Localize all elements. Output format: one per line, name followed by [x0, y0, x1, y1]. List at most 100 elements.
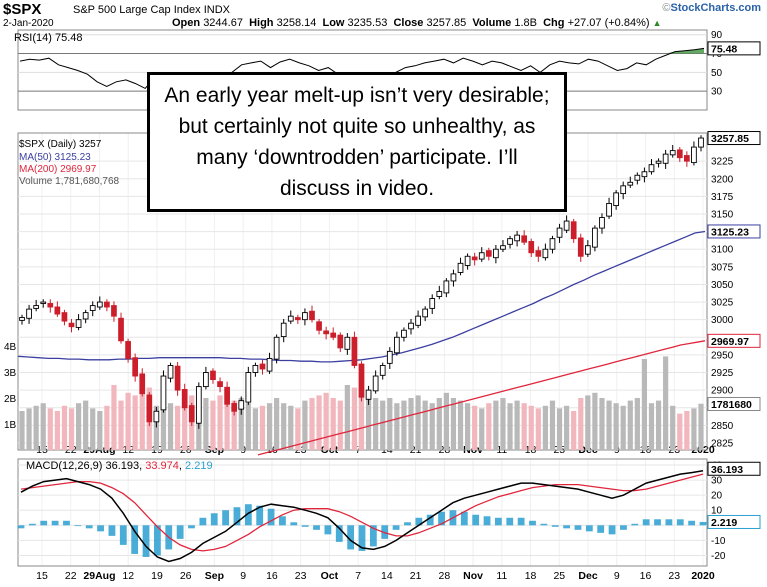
- candle-body: [231, 403, 238, 412]
- candle-body: [443, 280, 450, 294]
- candle-body: [641, 171, 648, 178]
- macd-histogram-bar: [154, 525, 161, 556]
- candle-body: [514, 234, 520, 242]
- annotation-text: An early year melt-up isn’t very desirab…: [164, 84, 550, 200]
- volume-bar: [592, 392, 598, 450]
- candle-body: [47, 303, 54, 308]
- candle-body: [309, 310, 315, 321]
- macd-histogram-bar: [335, 525, 343, 542]
- macd-histogram-bar: [131, 525, 139, 554]
- candle-body: [68, 322, 75, 328]
- volume-bar: [521, 403, 527, 450]
- candle-body: [542, 248, 549, 259]
- macd-histogram-bar: [404, 522, 411, 526]
- symbol: $SPX: [3, 1, 42, 18]
- candle-body: [500, 245, 506, 250]
- candle-body: [132, 357, 139, 377]
- macd-histogram-bar: [108, 525, 116, 536]
- x-tick-label: 18: [525, 570, 537, 582]
- volume-bar: [648, 403, 655, 450]
- high-label: High: [249, 17, 274, 29]
- volume-bar: [281, 403, 287, 450]
- macd-histogram-bar: [688, 520, 696, 526]
- volume-bar: [500, 398, 506, 450]
- macd-histogram-bar: [620, 525, 627, 530]
- macd-histogram-bar: [392, 525, 400, 530]
- macd-histogram-bar: [472, 514, 480, 526]
- candle-body: [203, 372, 209, 388]
- candle-body: [401, 329, 407, 338]
- volume-bar: [571, 411, 577, 450]
- price-tick-label: 3150: [711, 210, 734, 221]
- macd-histogram-bar: [51, 520, 59, 526]
- price-tick-label: 3000: [711, 315, 734, 326]
- volume-bar: [97, 411, 103, 450]
- volume-tick-label: 4B: [4, 342, 17, 353]
- price-legend: $SPX (Daily) 3257: [19, 139, 102, 150]
- volume-bar: [210, 400, 216, 450]
- candle-body: [549, 238, 556, 250]
- candle-body: [61, 312, 68, 322]
- volume-bar: [238, 398, 244, 450]
- macd-histogram-bar: [415, 517, 423, 526]
- candle-body: [266, 357, 273, 372]
- candle-body: [167, 365, 174, 379]
- volume-bar: [429, 403, 435, 450]
- candle-body: [358, 363, 365, 398]
- macd-legend-name: MACD(12,26,9): [26, 460, 103, 472]
- volume-bar: [691, 408, 697, 450]
- macd-histogram-bar: [517, 517, 525, 526]
- volume-bar: [217, 395, 223, 450]
- volume-bar: [139, 382, 145, 450]
- rsi-tick-label: 50: [711, 68, 723, 79]
- candle-body: [160, 375, 167, 411]
- volume-bar: [634, 398, 640, 450]
- volume-bar: [479, 408, 485, 450]
- candle-body: [599, 217, 605, 229]
- volume-value: 1.8B: [514, 17, 537, 29]
- candle-body: [75, 319, 82, 328]
- x-tick-label: 16: [640, 570, 652, 582]
- macd-histogram-bar: [40, 520, 48, 526]
- volume-bar: [358, 395, 365, 450]
- low-label: Low: [322, 17, 345, 29]
- candle-body: [669, 150, 676, 156]
- macd-histogram-bar: [483, 516, 491, 526]
- macd-histogram-bar: [17, 525, 25, 529]
- candle-body: [422, 308, 429, 318]
- volume-bar: [655, 400, 662, 450]
- macd-histogram-bar: [290, 522, 298, 526]
- candle-body: [104, 301, 110, 308]
- price-panel: 2825285028752900292529502975300030253050…: [4, 131, 761, 456]
- volume-bar: [104, 405, 110, 450]
- volume-bar: [380, 400, 386, 450]
- open-value: 3244.67: [203, 17, 243, 29]
- volume-bar: [401, 400, 407, 450]
- candle-body: [323, 330, 329, 335]
- candle-body: [195, 386, 202, 424]
- price-tick-label: 2850: [711, 421, 734, 432]
- ma200-line: [257, 340, 706, 456]
- candle-body: [273, 336, 280, 360]
- candle-body: [33, 305, 39, 309]
- candle-body: [577, 237, 584, 257]
- candle-body: [521, 235, 528, 243]
- volume-bar: [677, 413, 683, 450]
- candle-body: [210, 370, 216, 381]
- macd-histogram-bar: [279, 516, 286, 526]
- candle-body: [89, 305, 96, 311]
- candle-body: [386, 350, 393, 364]
- candle-body: [436, 291, 443, 297]
- macd-histogram-bar: [85, 525, 93, 529]
- candle-body: [139, 373, 146, 395]
- macd-histogram-bar: [381, 525, 389, 539]
- candle-body: [415, 315, 421, 326]
- candle-body: [245, 372, 252, 403]
- rsi-last-label-box: [707, 41, 761, 56]
- macd-hist-last-label-box: [707, 514, 761, 529]
- x-tick-label: 28: [439, 570, 451, 582]
- macd-histogram-bar: [438, 511, 445, 526]
- candle-body: [592, 227, 598, 248]
- brand: ©StockCharts.com: [662, 2, 761, 14]
- macd-histogram-bar: [97, 525, 104, 532]
